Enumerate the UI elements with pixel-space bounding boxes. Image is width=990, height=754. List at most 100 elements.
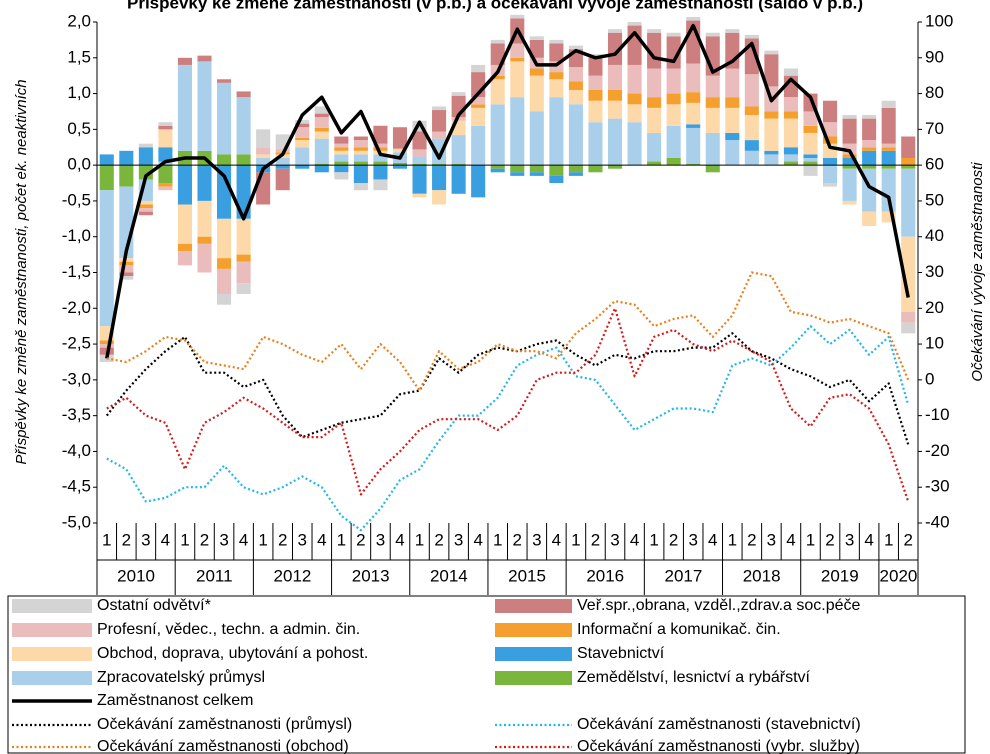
bar-segment: [158, 147, 173, 162]
bar-segment: [822, 136, 838, 144]
bar-segment: [471, 64, 486, 73]
x-tick-label: 4: [473, 530, 482, 549]
bar-segment: [549, 43, 564, 62]
bar-segment: [783, 161, 798, 166]
legend-swatch: [495, 623, 572, 637]
bar-segment: [901, 236, 916, 312]
y-tick-label: 1,0: [67, 83, 91, 102]
x-tick-label: 1: [258, 530, 267, 549]
bar-segment: [412, 131, 427, 150]
bar-segment: [647, 68, 662, 98]
y-tick-label: -4,5: [62, 477, 91, 496]
year-label: 2015: [508, 566, 546, 585]
y2-tick-label: 90: [925, 47, 944, 66]
bar-segment: [412, 156, 427, 164]
bar-segment: [568, 45, 583, 50]
x-tick-label: 4: [239, 530, 248, 549]
bar-segment: [412, 163, 427, 166]
x-tick-label: 4: [161, 530, 170, 549]
bar-segment: [392, 165, 408, 169]
bar-segment: [217, 258, 232, 269]
bar-segment: [119, 265, 134, 273]
bar-segment: [373, 154, 388, 162]
x-tick-label: 1: [337, 530, 346, 549]
bar-segment: [783, 147, 798, 155]
bar-segment: [353, 165, 368, 184]
bar-segment: [373, 143, 388, 148]
bar-segment: [99, 165, 114, 191]
bar-segment: [881, 100, 896, 108]
bar-segment: [783, 154, 798, 162]
bar-segment: [432, 106, 447, 111]
bar-segment: [686, 127, 701, 164]
x-tick-label: 4: [864, 530, 873, 549]
bar-segment: [334, 161, 349, 166]
bar-segment: [490, 43, 505, 65]
bar-segment: [119, 276, 134, 280]
bar-segment: [256, 157, 271, 166]
bar-segment: [490, 75, 505, 80]
bar-segment: [529, 75, 544, 112]
y2-tick-label: 70: [925, 119, 944, 138]
x-tick-label: 2: [200, 530, 209, 549]
y2-tick-label: 30: [925, 262, 944, 281]
bar-segment: [783, 97, 798, 112]
y2-axis-title: Očekávání vývoje zaměstnanosti: [969, 162, 986, 382]
dotted-series: [105, 332, 910, 445]
bar-segment: [764, 154, 779, 166]
bar-segment: [236, 97, 251, 155]
y2-tick-label: 100: [925, 11, 953, 30]
legend-label: Očekávání zaměstnanosti (vybr. služby): [577, 738, 860, 754]
bar-segment: [451, 165, 466, 194]
x-tick-label: 3: [767, 530, 776, 549]
legend-label: Obchod, doprava, ubytování a pohost.: [97, 645, 368, 662]
x-tick-label: 2: [669, 530, 678, 549]
bar-segment: [686, 124, 701, 128]
bar-segment: [666, 68, 681, 94]
bar-segment: [314, 127, 329, 132]
bar-segment: [314, 131, 329, 139]
bar-segment: [568, 104, 583, 166]
bar-segment: [744, 115, 759, 141]
x-tick-label: 1: [806, 530, 815, 549]
legend-label: Profesní, vědec., techn. a admin. čin.: [97, 621, 360, 638]
bar-segment: [725, 140, 740, 166]
bar-segment: [901, 136, 916, 158]
legend-label: Očekávání zaměstnanosti (průmysl): [97, 715, 352, 733]
bar-segment: [881, 107, 896, 144]
year-label: 2011: [196, 566, 233, 585]
bar-segment: [138, 208, 153, 212]
bar-segment: [627, 64, 642, 94]
bar-segment: [803, 154, 818, 158]
x-tick-label: 3: [610, 530, 619, 549]
bar-segment: [119, 261, 134, 266]
bar-segment: [99, 154, 114, 166]
bar-segment: [314, 113, 329, 118]
year-label: 2020: [880, 566, 918, 585]
x-tick-label: 4: [317, 530, 326, 549]
bar-segment: [510, 165, 525, 173]
bar-segment: [686, 163, 701, 166]
bar-segment: [744, 140, 759, 151]
y-tick-label: -1,0: [62, 226, 91, 245]
x-tick-label: 1: [415, 530, 424, 549]
legend-swatch: [495, 647, 572, 661]
bar-segment: [334, 147, 349, 151]
bar-segment: [236, 283, 251, 294]
bar-segment: [764, 54, 779, 87]
bar-segment: [275, 165, 290, 169]
bar-segment: [138, 211, 153, 216]
bar-segment: [236, 91, 251, 98]
x-tick-label: 2: [513, 530, 522, 549]
year-label: 2016: [586, 566, 624, 585]
bar-segment: [353, 183, 368, 191]
bar-segment: [217, 268, 232, 294]
y2-tick-label: 10: [925, 334, 944, 353]
bar-segment: [373, 165, 388, 180]
x-tick-label: 1: [728, 530, 737, 549]
bar-segment: [236, 218, 251, 255]
bar-segment: [803, 165, 818, 176]
year-label: 2018: [743, 566, 781, 585]
bar-segment: [119, 165, 134, 187]
x-tick-label: 2: [825, 530, 834, 549]
